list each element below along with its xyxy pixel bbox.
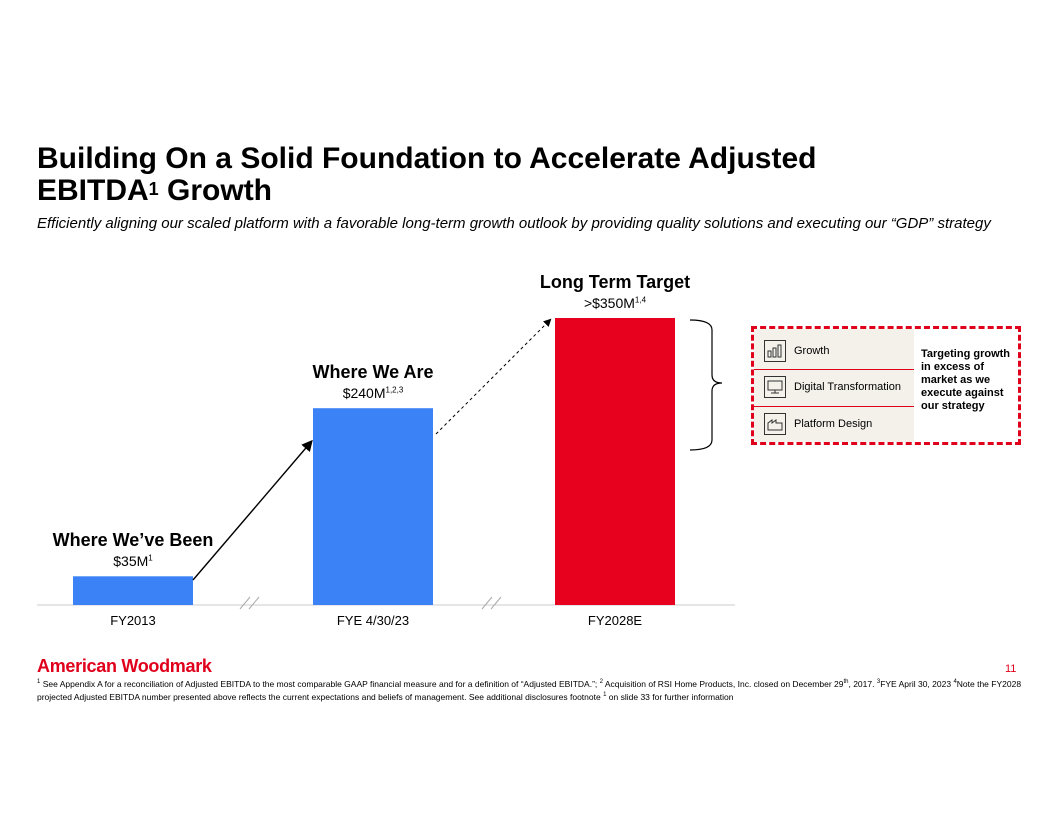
factory-icon <box>764 413 786 435</box>
pillar-digital-transformation: Digital Transformation <box>764 374 901 400</box>
x-tick-label-0: FY2013 <box>110 613 156 628</box>
growth-arrow-solid <box>192 439 313 581</box>
bar-heading-2: Long Term Target <box>539 272 691 292</box>
growth-arrow-dashed <box>435 318 552 435</box>
network-monitor-icon <box>764 376 786 398</box>
bar-1 <box>313 408 433 605</box>
panel-note: Targeting growth in excess of market as … <box>921 348 1011 412</box>
bar-value-label-2: >$350M1,4 <box>583 295 647 311</box>
footnote: 1 See Appendix A for a reconciliation of… <box>37 678 1022 702</box>
page-number: 11 <box>1005 663 1017 675</box>
title-line-1: Building On a Solid Foundation to Accele… <box>37 142 817 175</box>
axis-break-marks <box>239 596 502 610</box>
bar-0 <box>73 576 193 605</box>
bar-chart-icon <box>764 340 786 362</box>
pillar-platform-design: Platform Design <box>764 411 872 437</box>
page-subtitle: Efficiently aligning our scaled platform… <box>37 215 991 232</box>
gdp-pillars: Growth Digital Transformation Platform D… <box>754 329 914 442</box>
bar-value-label-0: $35M1 <box>113 553 153 570</box>
gdp-strategy-panel: Growth Digital Transformation Platform D… <box>751 326 1021 445</box>
title-line-2: EBITDA1 Growth <box>37 174 273 207</box>
page-title: Building On a Solid Foundation to Accele… <box>37 143 1017 207</box>
bar-2 <box>555 318 675 605</box>
company-logo: American Woodmark <box>37 656 212 676</box>
x-tick-label-2: FY2028E <box>587 613 643 628</box>
bar-heading-0: Where We’ve Been <box>52 530 214 551</box>
bar-heading-1: Where We Are <box>312 362 434 383</box>
brace <box>689 319 723 451</box>
pillar-growth: Growth <box>764 338 829 364</box>
x-tick-label-1: FYE 4/30/23 <box>336 613 410 628</box>
bar-value-label-1: $240M1,2,3 <box>342 385 404 402</box>
